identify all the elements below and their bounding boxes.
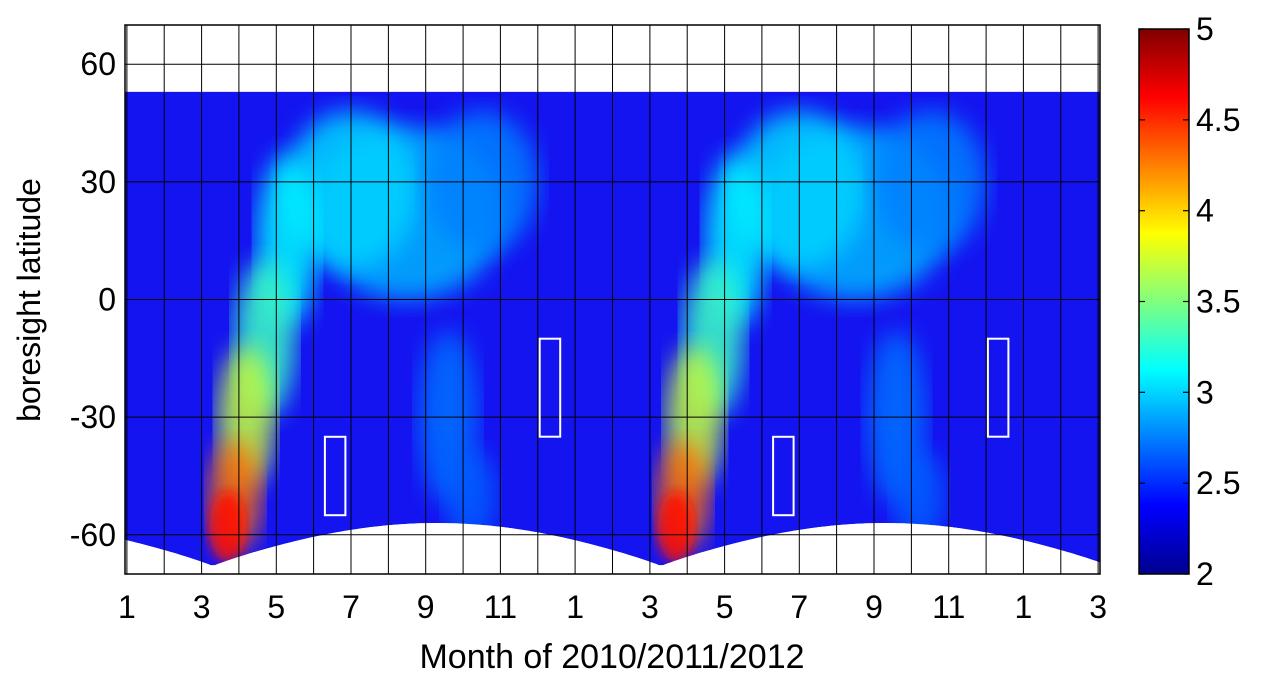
colorbar-tick-label: 4.5	[1196, 102, 1240, 138]
colorbar-ticks: 5 4.5 4 3.5 3 2.5 2	[1139, 11, 1240, 592]
y-tick-label: -30	[70, 399, 116, 435]
colorbar-tick-label: 4	[1196, 193, 1214, 229]
annotation-boxes	[323, 337, 1010, 517]
colorbar-tick-label: 2.5	[1196, 465, 1240, 501]
plot-frame	[124, 24, 1101, 575]
annotation-box	[323, 435, 347, 517]
x-tick-label: 1	[118, 589, 136, 625]
x-tick-label: 5	[716, 589, 734, 625]
annotation-box	[986, 337, 1010, 438]
x-tick-label: 9	[417, 589, 435, 625]
y-tick-label: 0	[98, 282, 116, 318]
x-tick-label: 7	[790, 589, 808, 625]
y-tick-label: 30	[80, 164, 116, 200]
heat-blob	[444, 448, 497, 543]
x-tick-label: 3	[193, 589, 211, 625]
y-tick-label: 60	[80, 46, 116, 82]
heat-blob	[892, 448, 945, 543]
heatmap-field	[125, 25, 1143, 574]
x-axis-label: Month of 2010/2011/2012	[419, 638, 804, 676]
heatmap-south-mask	[125, 523, 1100, 574]
colorbar-gradient	[1138, 28, 1190, 575]
colorbar: 5 4.5 4 3.5 3 2.5 2	[1138, 11, 1240, 592]
colorbar-tick-label: 2	[1196, 556, 1214, 592]
x-tick-label: 1	[566, 589, 584, 625]
x-tick-label: 3	[1089, 589, 1107, 625]
heat-blob	[657, 491, 695, 563]
annotation-box	[772, 435, 795, 517]
colorbar-tick-label: 5	[1196, 11, 1214, 47]
x-tick-label: 5	[267, 589, 285, 625]
x-tick-label: 11	[932, 589, 965, 625]
y-tick-labels: 60 30 0 -30 -60	[70, 46, 116, 553]
x-tick-label: 1	[1015, 589, 1033, 625]
heat-blob	[1106, 492, 1143, 563]
plot-area	[124, 24, 1143, 575]
grid-lines	[125, 25, 1100, 574]
x-tick-label: 11	[484, 589, 517, 625]
y-tick-label: -60	[70, 517, 116, 553]
x-tick-label: 9	[865, 589, 883, 625]
x-tick-labels: 1 3 5 7 9 11 1 3 5 7 9 11 1 3	[118, 589, 1107, 625]
x-tick-label: 7	[342, 589, 360, 625]
colorbar-tick-label: 3	[1196, 374, 1214, 410]
annotation-box	[538, 337, 562, 438]
heat-blob	[209, 491, 247, 563]
colorbar-tick-label: 3.5	[1196, 284, 1240, 320]
y-axis-label: boresight latitude	[11, 178, 47, 422]
x-tick-label: 3	[641, 589, 659, 625]
